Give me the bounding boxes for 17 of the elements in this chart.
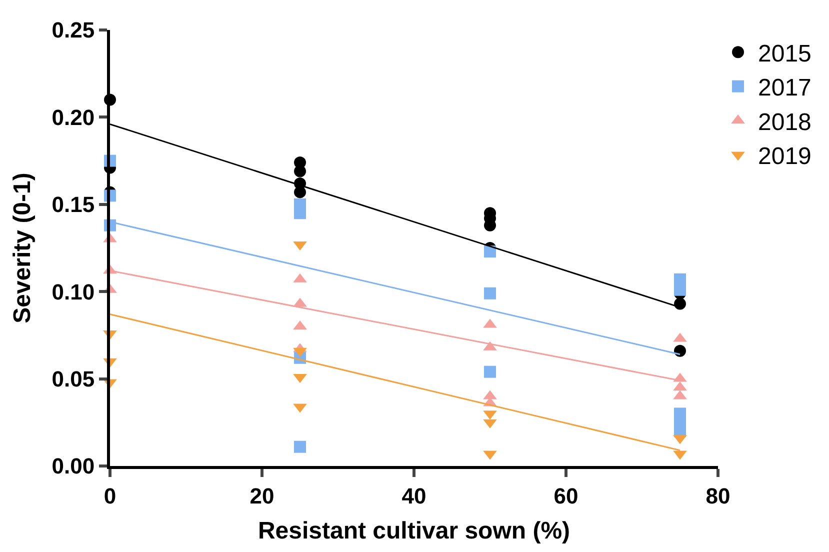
x-tick-label: 40: [402, 483, 426, 508]
y-tick-label: 0.00: [52, 454, 95, 479]
x-tick-label: 60: [554, 483, 578, 508]
legend-label: 2015: [758, 40, 812, 68]
y-tick-label: 0.20: [52, 104, 95, 130]
y-axis-title: Severity (0-1): [8, 172, 36, 324]
legend-label: 2017: [758, 74, 812, 102]
y-tick-label: 0.15: [52, 192, 95, 218]
y-tick-label: 0.10: [52, 279, 95, 304]
legend-label: 2019: [758, 143, 812, 170]
y-tick-label: 0.05: [52, 366, 95, 392]
legend-label: 2018: [758, 108, 812, 136]
y-tick-label: 0.25: [52, 18, 95, 43]
x-tick-label: 80: [706, 483, 730, 508]
x-tick-label: 20: [250, 483, 274, 508]
x-axis-title: Resistant cultivar sown (%): [258, 518, 570, 545]
x-tick-label: 0: [104, 483, 116, 508]
